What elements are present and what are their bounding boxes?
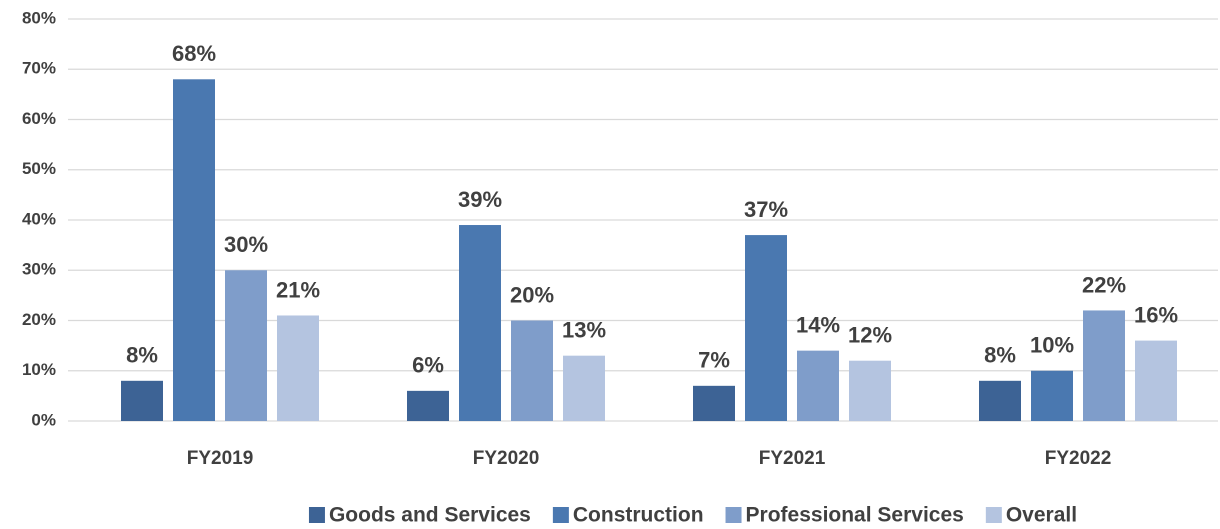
x-tick-label: FY2022 bbox=[1045, 448, 1112, 469]
bar bbox=[1031, 370, 1073, 421]
data-label: 20% bbox=[510, 282, 554, 307]
data-label: 8% bbox=[984, 343, 1016, 368]
data-label: 12% bbox=[848, 323, 892, 348]
data-label: 68% bbox=[172, 41, 216, 66]
legend-swatch bbox=[308, 507, 325, 523]
x-tick-label: FY2021 bbox=[759, 448, 826, 469]
bar bbox=[407, 390, 449, 421]
legend-swatch bbox=[985, 507, 1002, 523]
bar bbox=[849, 360, 891, 421]
bar bbox=[121, 380, 163, 421]
data-label: 22% bbox=[1082, 272, 1126, 297]
legend-label: Professional Services bbox=[746, 504, 964, 527]
y-tick-label: 70% bbox=[22, 59, 56, 78]
y-tick-label: 0% bbox=[31, 410, 56, 429]
bar bbox=[979, 380, 1021, 421]
bar bbox=[173, 79, 215, 422]
bar bbox=[797, 350, 839, 421]
data-label: 10% bbox=[1030, 333, 1074, 358]
legend: Goods and Services Construction Profession… bbox=[308, 504, 1077, 527]
y-tick-label: 50% bbox=[22, 159, 56, 178]
data-label: 8% bbox=[126, 343, 158, 368]
legend-swatch bbox=[725, 507, 742, 523]
bar bbox=[459, 225, 501, 421]
legend-label: Overall bbox=[1006, 504, 1077, 527]
bar bbox=[277, 315, 319, 421]
data-label: 13% bbox=[562, 317, 606, 342]
data-label: 30% bbox=[224, 232, 268, 257]
y-tick-label: 60% bbox=[22, 109, 56, 128]
data-label: 21% bbox=[276, 277, 320, 302]
data-label: 16% bbox=[1134, 302, 1178, 327]
data-label: 39% bbox=[458, 187, 502, 212]
data-label: 14% bbox=[796, 312, 840, 337]
bar bbox=[1083, 310, 1125, 421]
bar bbox=[563, 355, 605, 421]
y-tick-label: 20% bbox=[22, 310, 56, 329]
bar bbox=[511, 320, 553, 421]
data-label: 37% bbox=[744, 197, 788, 222]
x-tick-label: FY2020 bbox=[473, 448, 540, 469]
y-tick-label: 40% bbox=[22, 209, 56, 228]
y-tick-label: 10% bbox=[22, 360, 56, 379]
bar bbox=[1135, 340, 1177, 421]
y-tick-label: 30% bbox=[22, 260, 56, 279]
legend-swatch bbox=[552, 507, 569, 523]
bar bbox=[693, 385, 735, 421]
x-tick-label: FY2019 bbox=[187, 448, 254, 469]
data-label: 6% bbox=[412, 353, 444, 378]
legend-label: Goods and Services bbox=[329, 504, 531, 527]
bar bbox=[745, 235, 787, 421]
bar bbox=[225, 270, 267, 421]
data-label: 7% bbox=[698, 348, 730, 373]
legend-label: Construction bbox=[573, 504, 704, 527]
y-tick-label: 80% bbox=[22, 8, 56, 27]
